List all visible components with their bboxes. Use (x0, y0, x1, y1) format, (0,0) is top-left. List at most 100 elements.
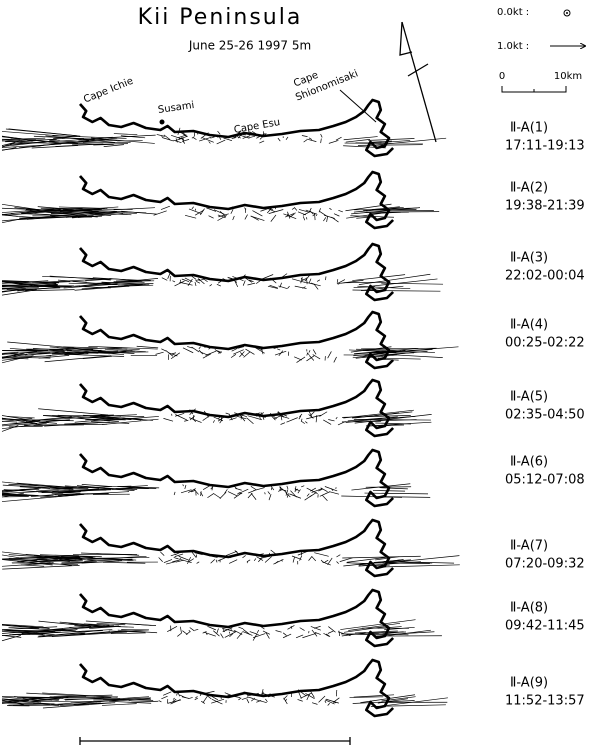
vector (210, 136, 215, 139)
vector (235, 280, 237, 284)
vector (301, 485, 305, 488)
vector (200, 491, 204, 497)
vector (39, 281, 71, 284)
vector (43, 211, 105, 213)
vector (156, 134, 165, 137)
vector (353, 694, 395, 698)
vector (1, 351, 19, 354)
vector (307, 409, 313, 417)
vector (287, 625, 295, 630)
vector (158, 700, 162, 703)
vector (314, 213, 316, 221)
vector (218, 213, 229, 218)
vector (257, 553, 264, 556)
vector (365, 486, 412, 488)
vector (83, 414, 154, 421)
vector (314, 552, 329, 557)
vector (234, 280, 239, 288)
vector (1, 422, 47, 430)
vector (267, 285, 279, 289)
vector (222, 627, 237, 633)
vector (243, 691, 249, 697)
vector (372, 490, 406, 492)
panel-label: Ⅱ-A(9) (510, 676, 548, 691)
vector (33, 702, 60, 707)
vector (42, 276, 112, 280)
vector (179, 557, 181, 560)
vector (74, 285, 130, 291)
vector (64, 485, 135, 491)
vector (81, 484, 112, 487)
place-label: Cape Ichie (82, 76, 135, 106)
vector (372, 137, 447, 146)
vector (1, 635, 22, 638)
vector (256, 412, 264, 417)
vector (257, 624, 265, 630)
subtitle: June 25-26 1997 5m (188, 39, 311, 53)
vector (252, 210, 263, 217)
vector (298, 415, 302, 420)
vector (188, 630, 191, 633)
vector (243, 276, 253, 283)
vector (293, 207, 298, 211)
vector (233, 349, 244, 355)
vector (219, 492, 227, 499)
vector (185, 631, 191, 635)
vector (268, 693, 271, 697)
vector (175, 414, 187, 421)
vector (320, 559, 324, 563)
vector (377, 626, 402, 629)
vector (273, 346, 279, 350)
vector (336, 279, 346, 285)
vector (200, 132, 209, 139)
vector (185, 214, 197, 219)
vector (265, 632, 270, 639)
vector (324, 700, 327, 703)
vector (356, 348, 406, 351)
vector (329, 207, 332, 211)
vector (262, 630, 271, 635)
vector (42, 692, 118, 698)
vector (78, 206, 119, 211)
panel-time: 00:25-02:22 (505, 336, 585, 351)
vector (251, 697, 256, 702)
vector (277, 411, 288, 417)
vector (265, 698, 268, 702)
coastline (78, 588, 395, 648)
vector (96, 623, 126, 626)
vector (236, 488, 249, 495)
vector (204, 346, 209, 348)
vector (26, 419, 49, 422)
vector (279, 415, 290, 419)
vector (1, 700, 63, 706)
vector (222, 629, 225, 633)
vector (237, 346, 245, 349)
vector (189, 409, 194, 415)
vector (254, 347, 265, 354)
scale-start: 0 (499, 71, 505, 82)
vector (228, 555, 232, 559)
vector (306, 217, 308, 220)
vector (213, 209, 225, 215)
vector (177, 691, 180, 697)
vector (40, 488, 100, 493)
vector (198, 278, 205, 282)
vector (260, 207, 272, 212)
vector (323, 632, 330, 637)
vector (193, 489, 199, 495)
vector (306, 282, 321, 287)
panel: Ⅱ-A(7) 07:20-09:32 (1, 518, 585, 578)
vector (1, 349, 64, 355)
vector (238, 697, 242, 701)
vector (179, 131, 188, 137)
vector (207, 693, 218, 701)
vector (171, 134, 184, 140)
vector (61, 561, 97, 564)
vector (6, 287, 61, 290)
vector (322, 561, 331, 566)
vector (1, 629, 61, 632)
vector (7, 416, 35, 419)
current-vectors (1, 689, 448, 709)
vector (196, 281, 201, 284)
vector (229, 414, 233, 418)
